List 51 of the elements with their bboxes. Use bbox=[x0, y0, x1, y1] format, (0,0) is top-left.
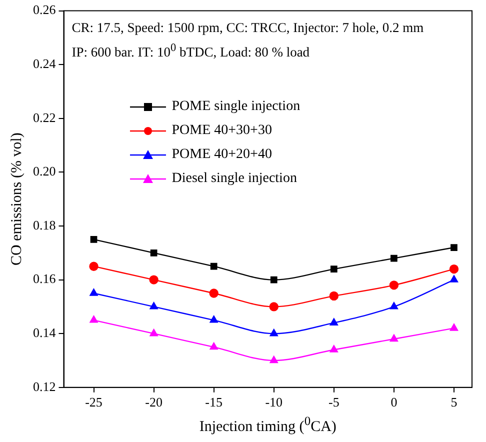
point bbox=[329, 291, 339, 301]
x-tick-label: -10 bbox=[265, 394, 283, 410]
point bbox=[150, 302, 158, 310]
point bbox=[269, 302, 278, 312]
y-tick-label: 0.16 bbox=[33, 271, 56, 286]
legend-label: POME 40+30+30 bbox=[172, 122, 272, 140]
point bbox=[90, 288, 98, 296]
y-tick-label: 0.22 bbox=[33, 110, 56, 125]
point bbox=[390, 254, 398, 262]
y-tick-label: 0.14 bbox=[33, 325, 56, 340]
point bbox=[210, 316, 218, 323]
point bbox=[90, 316, 98, 323]
point bbox=[210, 342, 218, 350]
point bbox=[149, 275, 158, 284]
point bbox=[449, 264, 459, 274]
x-tick-label: 0 bbox=[390, 394, 398, 410]
point bbox=[150, 329, 158, 336]
point bbox=[450, 244, 458, 251]
y-tick-label: 0.20 bbox=[33, 164, 56, 179]
point bbox=[270, 356, 278, 364]
point bbox=[330, 345, 338, 352]
annotation: IP: 600 bar. IT: 10$^{0}$ bTDC, Load: 80 % load bbox=[72, 40, 311, 62]
y-tick-label: 0.12 bbox=[33, 378, 56, 394]
point bbox=[390, 302, 398, 310]
x-tick-label: 5 bbox=[450, 394, 458, 410]
y-tick-label: 0.26 bbox=[33, 2, 56, 18]
x-tick-label: -15 bbox=[205, 394, 223, 410]
y-tick-label: 0.24 bbox=[33, 56, 56, 72]
point bbox=[89, 262, 98, 271]
point bbox=[330, 266, 338, 272]
point bbox=[450, 275, 458, 282]
x-axis-title: Injection timing ($^{0}$CA) bbox=[198, 414, 338, 436]
point bbox=[390, 334, 398, 342]
point bbox=[210, 262, 218, 270]
point bbox=[330, 318, 338, 326]
point bbox=[450, 324, 458, 331]
y-axis-title: CO emissions (% vol) bbox=[8, 132, 25, 266]
legend-label: Diesel single injection bbox=[172, 170, 297, 188]
point bbox=[270, 329, 278, 336]
annotation: CR: 17.5, Speed: 1500 rpm, CC: TRCC, Injector: 7 hole, 0.2 mm bbox=[72, 18, 424, 37]
x-tick-label: -20 bbox=[145, 394, 162, 410]
point bbox=[270, 276, 278, 284]
point bbox=[209, 288, 218, 298]
y-tick-label: 0.18 bbox=[33, 217, 56, 232]
legend-label: POME single injection bbox=[172, 98, 300, 116]
x-tick-label: -5 bbox=[328, 394, 340, 410]
x-tick-label: -25 bbox=[85, 394, 102, 410]
point bbox=[90, 236, 98, 243]
point bbox=[389, 280, 399, 290]
legend-label: POME 40+20+40 bbox=[172, 146, 272, 164]
point bbox=[150, 249, 158, 256]
